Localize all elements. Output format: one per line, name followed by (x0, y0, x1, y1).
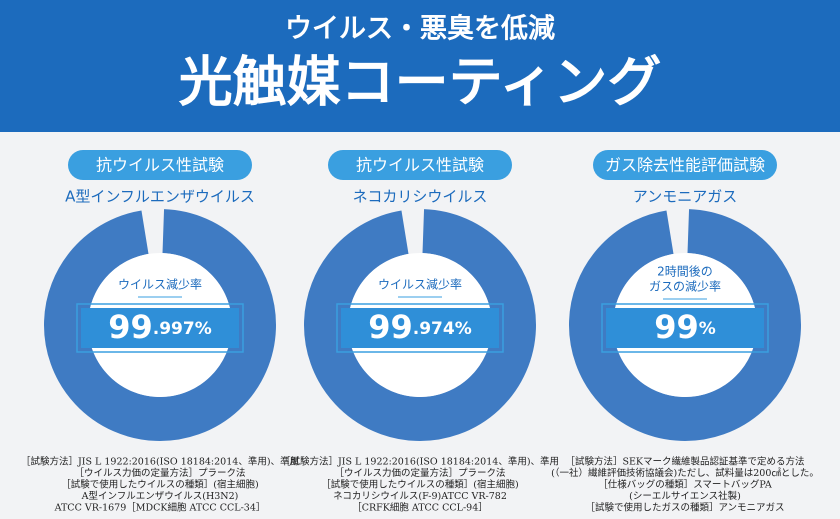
test-note: ［試験方法］JIS L 1922:2016(ISO 18184:2014、準用)… (21, 456, 299, 468)
test-note: ［ウイルス力価の定量方法］プラーク法 (334, 467, 505, 479)
header-band (0, 0, 840, 132)
header-subtitle: ウイルス・悪臭を低減 (285, 14, 555, 45)
donut-ring (43, 209, 276, 441)
value-main: 99 (368, 308, 413, 346)
test-target: ネコカリシウイルス (353, 188, 488, 206)
test-note: ［試験方法］SEKマーク繊維製品認証基準で定める方法 (565, 456, 804, 468)
value: 99.997% (108, 308, 212, 346)
test-note: A型インフルエンザウイルス(H3N2) (81, 491, 239, 502)
test-label: ガス除去性能評価試験 (605, 156, 765, 175)
value: 99% (654, 308, 716, 346)
value-box (81, 308, 239, 348)
metric-label: ウイルス減少率 (118, 277, 202, 292)
value-box (606, 308, 764, 348)
test-note: (シーエルサイエンス社製) (629, 490, 741, 502)
test-pill (68, 150, 252, 180)
header-title: 光触媒コーティング (179, 51, 662, 114)
test-note: ［試験方法］JIS L 1922:2016(ISO 18184:2014、準用)… (281, 456, 559, 468)
value-main: 99 (108, 308, 153, 346)
test-pill (593, 150, 777, 180)
test-label: 抗ウイルス性試験 (96, 156, 224, 175)
test-note: ［試験で使用したウイルスの種類］(宿主細胞) (321, 479, 518, 491)
test-note: ［試験で使用したガスの種類］アンモニアガス (585, 502, 784, 514)
test-pill (328, 150, 512, 180)
test-label: 抗ウイルス性試験 (356, 156, 484, 175)
value-sub: .974% (413, 319, 472, 339)
value: 99.974% (368, 308, 472, 346)
value-box-outline (601, 303, 769, 353)
test-target: A型インフルエンザウイルス (65, 188, 255, 206)
metric-label: ガスの減少率 (649, 279, 721, 294)
test-note: ATCC VR-1679［MDCK細胞 ATCC CCL-34］ (54, 502, 266, 514)
metric-label: ウイルス減少率 (378, 277, 462, 292)
value-sub: % (699, 319, 716, 339)
test-note: ［CRFK細胞 ATCC CCL-94］ (352, 502, 488, 514)
value-box-outline (336, 303, 504, 353)
test-note: (（一社）繊維評価技術協議会)ただし、試料量は200㎠とした。 (551, 467, 819, 479)
value-box-outline (76, 303, 244, 353)
metric-label: 2時間後の (657, 265, 713, 279)
test-note: ［試験で使用したウイルスの種類］(宿主細胞) (61, 479, 258, 491)
donut-ring (569, 209, 801, 441)
value-sub: .997% (153, 319, 212, 339)
donut-ring (304, 209, 536, 441)
test-note: ［ウイルス力価の定量方法］プラーク法 (74, 467, 245, 479)
test-note: ネコカリシウイルス(F-9)ATCC VR-782 (333, 491, 507, 502)
value-box (341, 308, 499, 348)
value-main: 99 (654, 308, 699, 346)
test-note: ［仕様バッグの種類］スマートバッグPA (598, 479, 772, 491)
test-target: アンモニアガス (633, 188, 737, 206)
